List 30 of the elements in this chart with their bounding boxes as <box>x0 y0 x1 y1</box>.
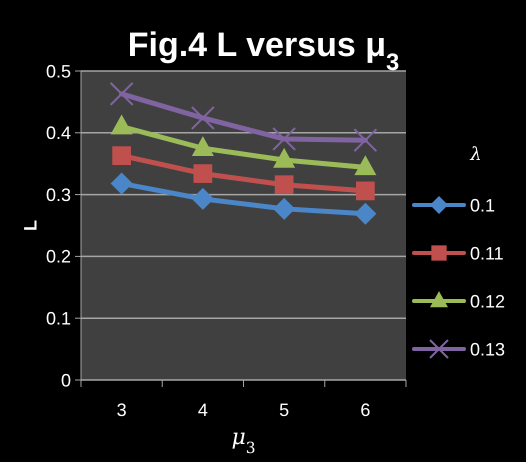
x-axis-title: μ$_{3}$ <box>231 425 256 457</box>
point <box>110 172 133 194</box>
point <box>356 182 375 200</box>
y-tick-label: 0.5 <box>46 61 71 82</box>
point <box>192 188 214 210</box>
x-tick-label: 6 <box>360 400 370 420</box>
chart-title: Fig.4 L versus μ$_{3}$ <box>128 26 400 76</box>
legend-label: 0.12 <box>470 291 506 312</box>
point <box>274 175 294 194</box>
legend-title: λ <box>469 144 482 165</box>
y-tick-label: 0.1 <box>46 308 71 328</box>
y-tick-label: 0.2 <box>46 246 71 267</box>
point <box>273 198 296 220</box>
y-tick-label: 0.3 <box>46 184 71 205</box>
point <box>354 202 376 225</box>
point <box>353 128 378 152</box>
y-tick-label: 0 <box>60 370 71 390</box>
point <box>110 82 134 106</box>
y-axis-title: L <box>20 220 40 231</box>
point <box>272 126 296 151</box>
y-tick-label: 0.4 <box>46 123 71 144</box>
point <box>190 106 215 130</box>
legend-label: 0.13 <box>470 339 506 360</box>
x-tick-label: 4 <box>198 400 208 420</box>
point <box>112 146 131 166</box>
legend-label: 0.1 <box>470 195 496 216</box>
x-tick-label: 3 <box>116 400 127 420</box>
legend-label: 0.11 <box>470 243 504 264</box>
point <box>194 164 212 183</box>
x-tick-label: 5 <box>279 400 290 420</box>
